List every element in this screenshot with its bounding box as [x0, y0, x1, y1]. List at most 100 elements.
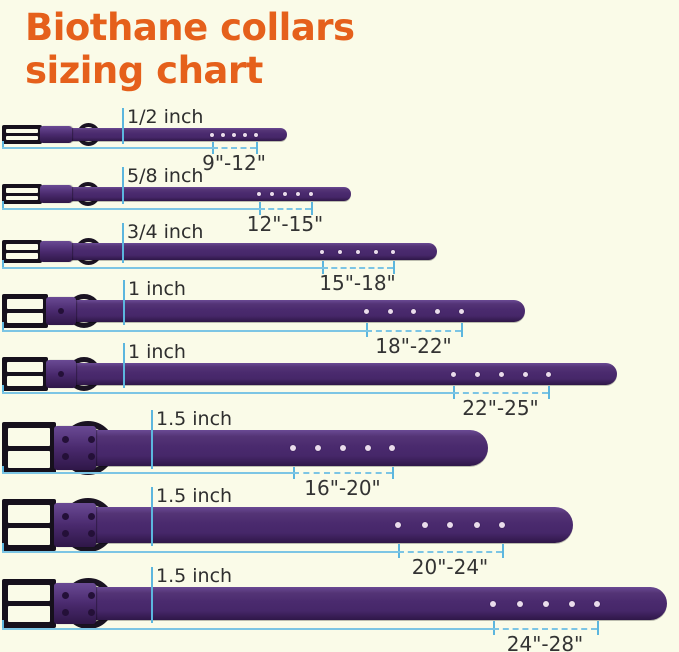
measure-line-dashed — [293, 472, 392, 474]
size-range-label: 16"-20" — [304, 476, 381, 500]
buckle-keeper — [54, 426, 96, 470]
collar-hole — [290, 445, 296, 451]
buckle-window — [8, 606, 50, 622]
page-title-line2: sizing chart — [25, 49, 263, 93]
collar-hole — [410, 308, 416, 314]
rivet-icon — [88, 513, 95, 520]
buckle-window — [6, 136, 38, 140]
width-label-tick — [151, 567, 153, 623]
measure-left-tick — [2, 201, 4, 210]
collar-hole — [422, 522, 428, 528]
width-label-tick — [151, 410, 153, 469]
measure-end-tick — [311, 202, 313, 215]
measure-line-dashed — [453, 392, 548, 394]
collar-hole — [498, 371, 504, 377]
measure-line-solid — [2, 392, 453, 394]
measure-line-dashed — [259, 208, 311, 210]
measure-line-dashed — [398, 551, 502, 553]
collar-hole — [283, 192, 287, 196]
size-range-label: 18"-22" — [375, 334, 452, 358]
width-label: 1.5 inch — [156, 565, 233, 587]
collar-hole — [387, 308, 393, 314]
width-label: 1.5 inch — [156, 408, 233, 430]
collar-hole — [543, 600, 549, 607]
collar-hole — [232, 132, 236, 137]
buckle-frame-icon — [2, 294, 48, 328]
size-range-label: 15"-18" — [319, 271, 396, 295]
width-label: 1 inch — [128, 278, 186, 300]
rivet-icon — [88, 591, 95, 599]
measure-end-tick — [256, 142, 258, 154]
collar-hole — [490, 600, 496, 607]
width-label: 1/2 inch — [127, 106, 204, 128]
collar-hole — [522, 371, 528, 377]
page-title-line1: Biothane collars — [25, 6, 355, 49]
collar-hole — [320, 249, 324, 254]
buckle-window — [8, 527, 50, 545]
collar-strap — [2, 587, 667, 620]
buckle-frame-icon — [2, 422, 56, 474]
rivet-icon — [62, 453, 69, 460]
buckle-keeper — [54, 503, 96, 547]
measure-end-tick — [597, 621, 599, 635]
size-range-label: 12"-15" — [246, 212, 324, 236]
buckle-frame-icon — [2, 125, 42, 144]
measure-line-dashed — [322, 267, 393, 269]
collar-strap — [2, 128, 287, 141]
buckle-window — [7, 299, 43, 309]
collar-hole — [458, 308, 464, 314]
measure-end-tick — [502, 544, 504, 558]
rivet-icon — [62, 530, 69, 537]
buckle-window — [8, 450, 50, 468]
rivet-icon — [88, 530, 95, 537]
rivet-icon — [62, 608, 69, 616]
buckle-keeper — [54, 583, 96, 624]
collar-hole — [356, 249, 360, 254]
width-label-tick — [122, 223, 124, 263]
size-range-label: 9"-12" — [202, 151, 266, 175]
collar-hole — [389, 445, 395, 451]
collar-hole — [270, 192, 274, 196]
width-label: 3/4 inch — [127, 221, 204, 243]
collar-hole — [545, 371, 551, 377]
width-label-tick — [122, 108, 124, 144]
page-title: Biothane collars sizing chart — [25, 6, 355, 93]
width-label: 1.5 inch — [156, 485, 233, 507]
buckle-window — [6, 188, 38, 193]
rivet-icon — [88, 453, 95, 460]
buckle-window — [7, 313, 43, 323]
rivet-icon — [88, 436, 95, 443]
measure-left-tick — [2, 543, 4, 553]
collar-hole — [363, 308, 369, 314]
collar-hole — [243, 132, 247, 137]
collar-hole — [338, 249, 342, 254]
measure-left-tick — [2, 466, 4, 474]
measure-left-tick — [2, 260, 4, 269]
buckle-frame-icon — [2, 357, 48, 391]
collar-hole — [296, 192, 300, 196]
rivet-icon — [88, 608, 95, 616]
measure-line-dashed — [212, 147, 256, 149]
measure-line-solid — [2, 208, 259, 210]
buckle-window — [8, 428, 50, 446]
buckle-window — [8, 505, 50, 523]
measure-left-tick — [2, 385, 4, 394]
measure-left-tick — [2, 141, 4, 149]
collar-hole — [395, 522, 401, 528]
measure-line-dashed — [366, 330, 461, 332]
collar-hole — [315, 445, 321, 451]
measure-line-solid — [2, 628, 493, 630]
measure-end-tick — [548, 386, 550, 399]
buckle-frame-icon — [2, 184, 42, 204]
rivet-icon — [58, 371, 64, 377]
buckle-window — [6, 244, 38, 250]
collar-hole — [499, 522, 505, 528]
collar-hole — [374, 249, 378, 254]
collar-hole — [450, 371, 456, 377]
buckle-window — [6, 129, 38, 133]
collar-hole — [474, 522, 480, 528]
measure-left-tick — [2, 620, 4, 630]
width-label-tick — [123, 343, 125, 388]
collar-strap — [2, 363, 617, 385]
